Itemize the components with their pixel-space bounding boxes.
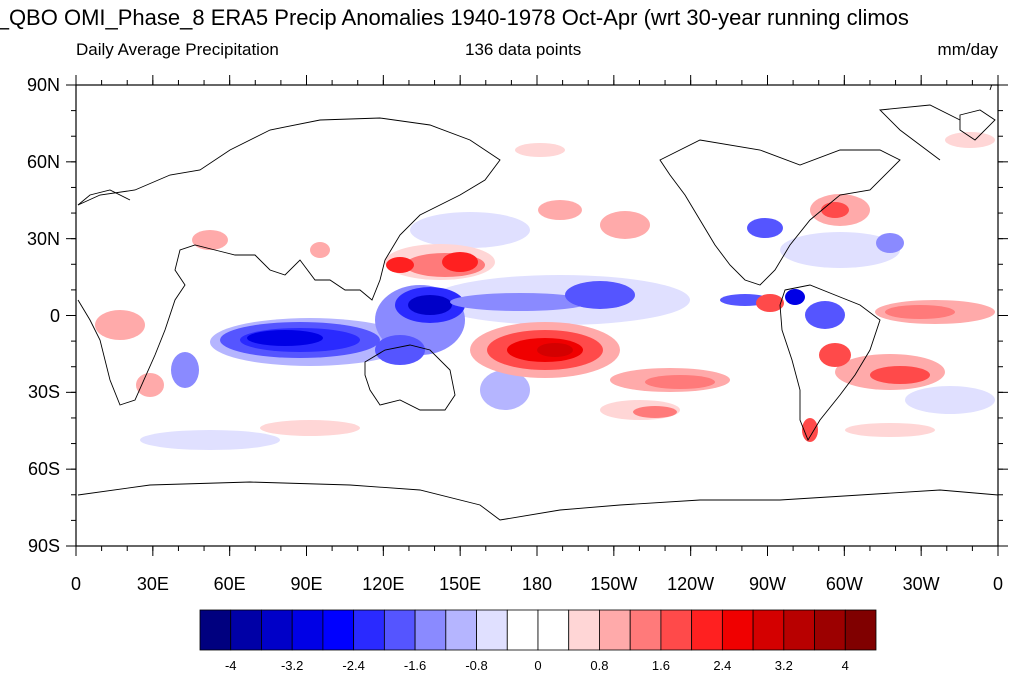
colorbar-label: 1.6 [651,658,670,673]
colorbar-label: 3.2 [774,658,793,673]
colorbar-swatch [353,609,385,651]
colorbar-swatch [291,609,324,651]
colorbar-swatch [506,609,539,651]
lat-label: 90S [27,536,60,556]
colorbar-swatch [261,609,293,651]
subtitle-units: mm/day [937,40,998,59]
lat-label: 30N [26,228,60,249]
colorbar-swatch [752,609,785,651]
colorbar-swatch [476,609,508,651]
colorbar-swatch [383,609,416,651]
lon-label: 120W [667,574,715,594]
lat-label: 30S [27,382,60,403]
anomaly-field [95,132,995,450]
lon-label: 30E [136,574,169,594]
lon-label: 180 [521,574,553,594]
lat-label: 0 [49,305,60,326]
lon-label: 90E [290,574,323,594]
subtitle-center: 136 data points [465,40,582,59]
colorbar-label: -0.8 [465,658,488,673]
colorbar-swatch [568,609,600,651]
lon-label: 0 [992,574,1003,594]
lon-label: 120E [362,574,405,594]
colorbar-label: 0.8 [590,658,609,673]
lon-label: 90W [748,574,786,594]
colorbar-label: -4 [224,658,237,673]
lon-label: 60W [825,574,863,594]
colorbar-swatch [199,609,232,651]
colorbar-label: -1.6 [403,658,427,673]
colorbar-swatch [844,609,877,651]
colorbar-swatch [814,609,846,651]
colorbar-swatch [629,609,662,651]
lon-label: 30W [902,574,940,594]
colorbar-swatch [322,609,355,651]
coastlines [77,85,998,521]
colorbar-swatch [414,609,447,651]
colorbar-label: 2.4 [713,658,732,673]
colorbar-label: 4 [841,658,849,673]
colorbar [199,609,877,651]
lat-label: 60S [27,459,60,480]
lon-label: 0 [70,574,81,594]
lon-label: 150W [590,574,638,594]
colorbar-swatch [660,609,693,651]
colorbar-label: -3.2 [280,658,304,673]
lon-label: 150E [439,574,482,594]
colorbar-label: 0 [534,658,542,673]
colorbar-swatch [599,609,631,651]
map-title: neg_QBO OMI_Phase_8 ERA5 Precip Anomalie… [0,5,909,30]
colorbar-swatch [230,609,262,651]
lat-label: 60N [26,151,60,172]
colorbar-swatch [721,609,754,651]
colorbar-label: -2.4 [342,658,365,673]
subtitle-left: Daily Average Precipitation [76,40,279,59]
colorbar-swatch [783,609,815,651]
colorbar-swatch [691,609,723,651]
axis-ticks [66,75,1008,556]
colorbar-swatch [445,609,477,651]
lat-label: 90N [26,75,60,95]
colorbar-swatch [537,609,570,651]
lon-label: 60E [213,574,246,594]
